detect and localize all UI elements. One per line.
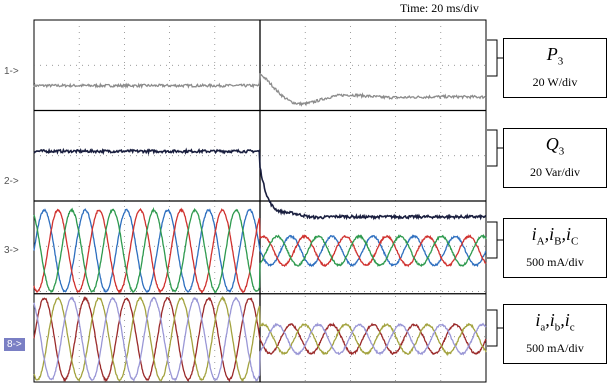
iabc-lower-annotation: ia,ib,ic 500 mA/div [503,304,607,364]
p3-symbol: P [546,44,558,64]
channel-2-marker: 2-> [4,176,19,187]
p3-annotation: P3 20 W/div [503,38,607,98]
channel-4-marker: 8-> [4,338,25,351]
trace-current-group2-phase2 [33,295,487,383]
trace-current-group1-phase2 [33,207,487,295]
bracket-iabc-upper [487,221,498,259]
trace-current-group1-phase1 [33,208,487,293]
iabc-upper-annotation: iA,iB,iC 500 mA/div [503,218,607,278]
p3-scale: 20 W/div [532,74,578,89]
bracket-iabc-lower [487,309,498,347]
trace-current-group2-phase1 [33,296,487,383]
trace-current-group1-phase3 [33,206,487,294]
q3-scale: 20 Var/div [529,164,581,179]
q3-annotation: Q3 20 Var/div [503,128,607,188]
channel-3-marker: 3-> [4,245,19,256]
iabc-lower-scale: 500 mA/div [526,340,584,355]
q3-symbol: Q [545,134,559,154]
bracket-p3 [487,39,498,77]
timebase-label: Time: 20 ms/div [400,1,479,15]
trace-q3 [33,147,487,221]
iabc-upper-scale: 500 mA/div [526,254,584,269]
trace-p3 [33,73,487,107]
bracket-q3 [487,129,498,167]
p3-subscript: 3 [557,55,564,68]
channel-1-marker: 1-> [4,66,19,77]
q3-subscript: 3 [558,145,565,158]
trace-current-group2-phase3 [33,296,487,382]
